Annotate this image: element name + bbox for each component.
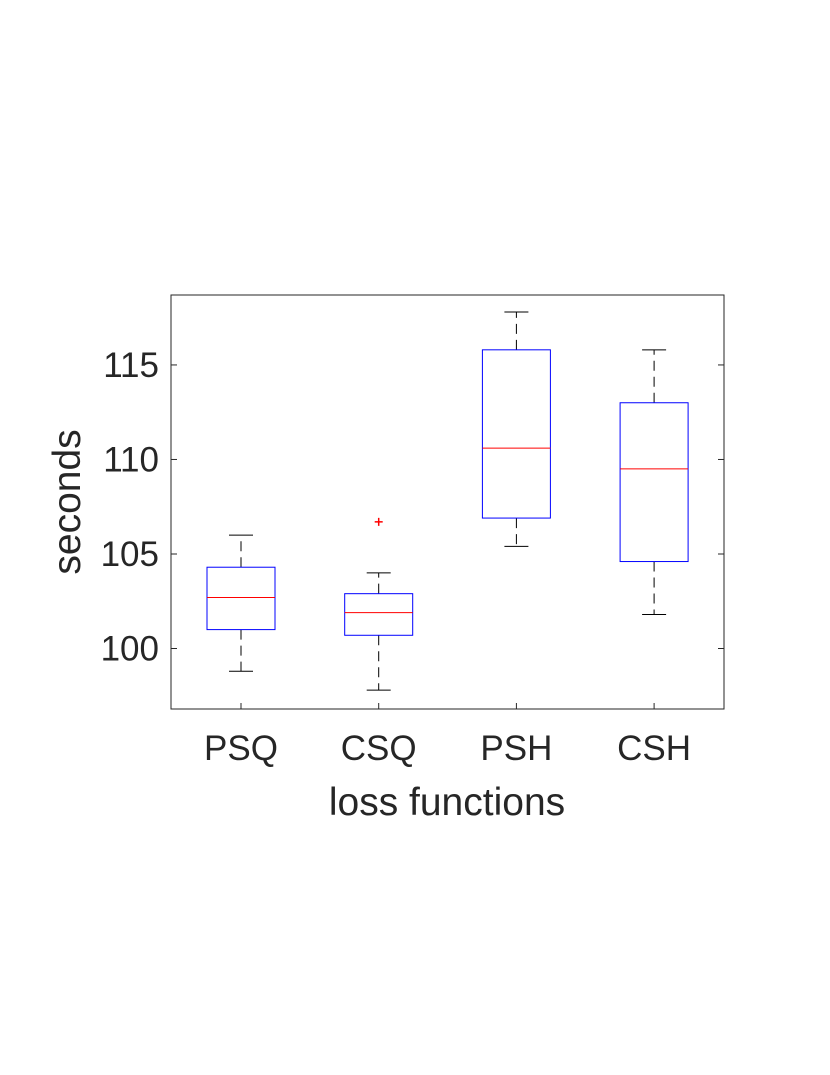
iqr-box-psq [206,566,276,631]
y-tick-label-105: 105 [101,535,159,574]
box-group-csq [344,517,414,691]
y-tick-label-100: 100 [101,630,159,669]
x-tick-label-psq: PSQ [204,729,278,768]
iqr-box-csq [344,593,414,636]
box-group-csh [619,349,689,615]
y-tick-label-110: 110 [103,440,159,479]
x-tick-label-csh: CSH [617,729,691,768]
x-axis-label: loss functions [329,781,565,824]
y-axis-label: seconds [46,429,89,574]
x-tick-label-csq: CSQ [341,729,417,768]
y-tick-label-115: 115 [103,346,159,385]
axis-ticks: PSQ CSQ PSH CSH 100 105 110 115 [101,346,724,768]
iqr-box-csh [619,402,689,563]
plot-area-frame [170,294,725,710]
x-tick-label-psh: PSH [480,729,552,768]
box-group-psh [481,311,551,547]
outlier-marker-csq-0 [374,517,383,526]
box-group-psq [206,534,276,672]
chart-marks [206,311,689,691]
iqr-box-psh [481,349,551,519]
